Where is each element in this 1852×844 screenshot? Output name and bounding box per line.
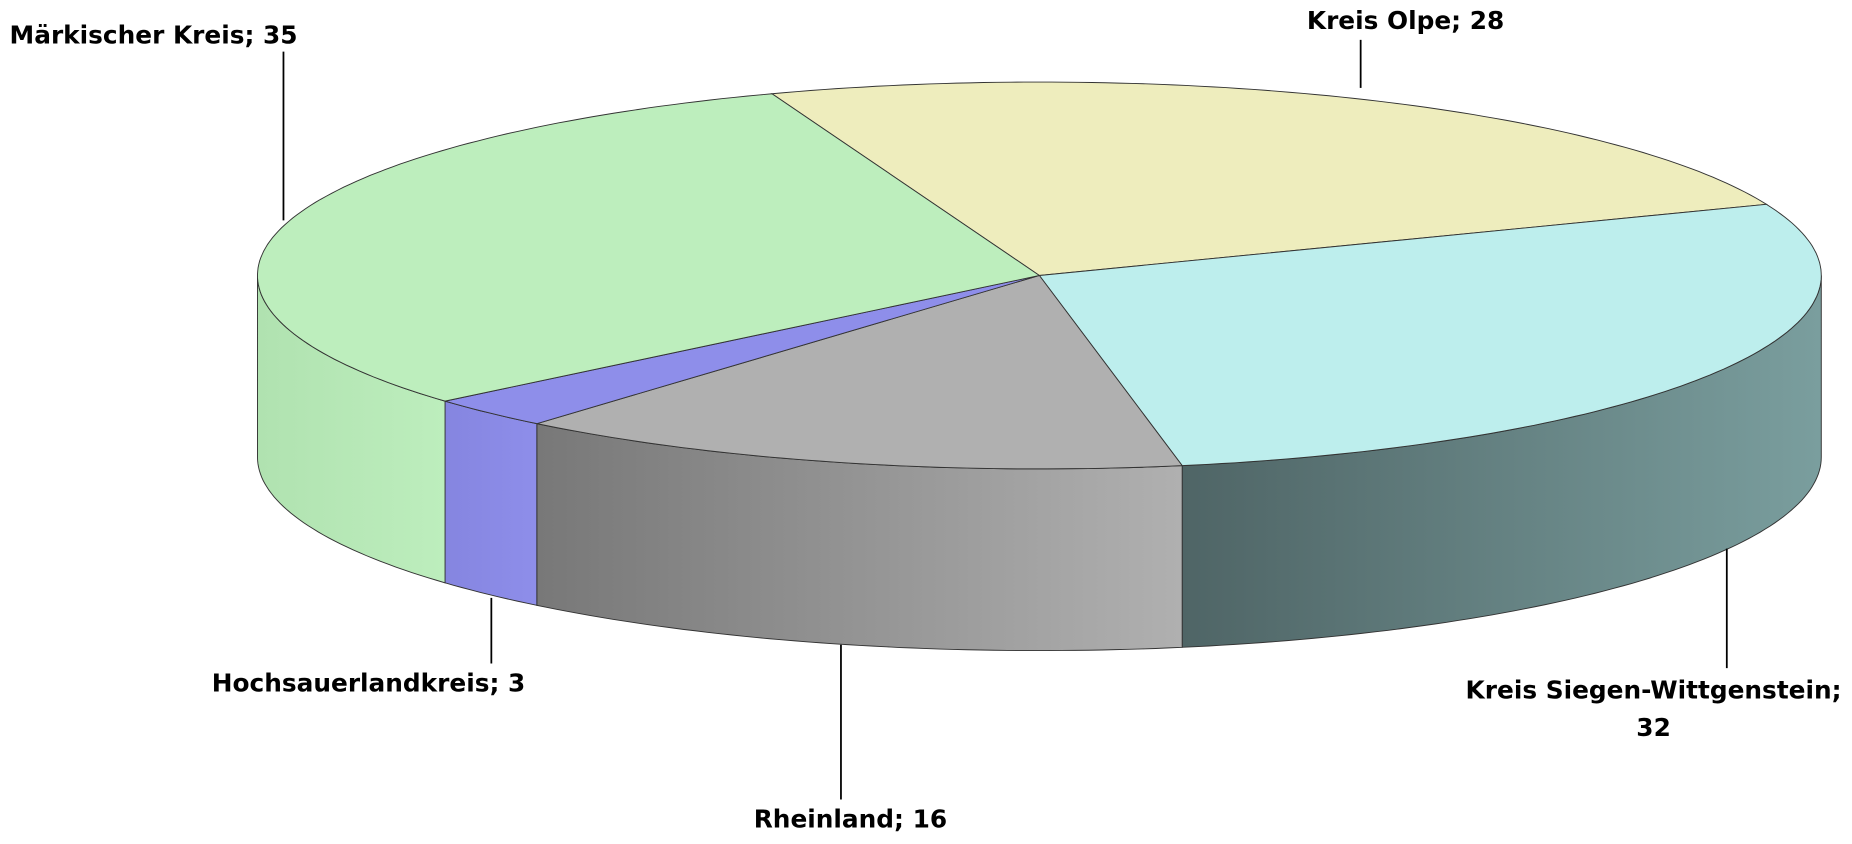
pie-slice bbox=[1038, 203, 1822, 467]
data-label: Märkischer Kreis; 35 bbox=[10, 20, 298, 49]
pie-slice-side bbox=[444, 400, 538, 606]
pie-slice bbox=[770, 81, 1768, 276]
data-label: Hochsauerlandkreis; 3 bbox=[212, 669, 526, 698]
data-label: Kreis Siegen-Wittgenstein; 32 bbox=[1466, 676, 1842, 742]
data-label: Kreis Olpe; 28 bbox=[1307, 6, 1504, 35]
pie-slice bbox=[536, 274, 1184, 470]
pie-slice bbox=[444, 275, 1040, 425]
data-label: Rheinland; 16 bbox=[754, 805, 947, 834]
pie-slice bbox=[257, 93, 1041, 402]
